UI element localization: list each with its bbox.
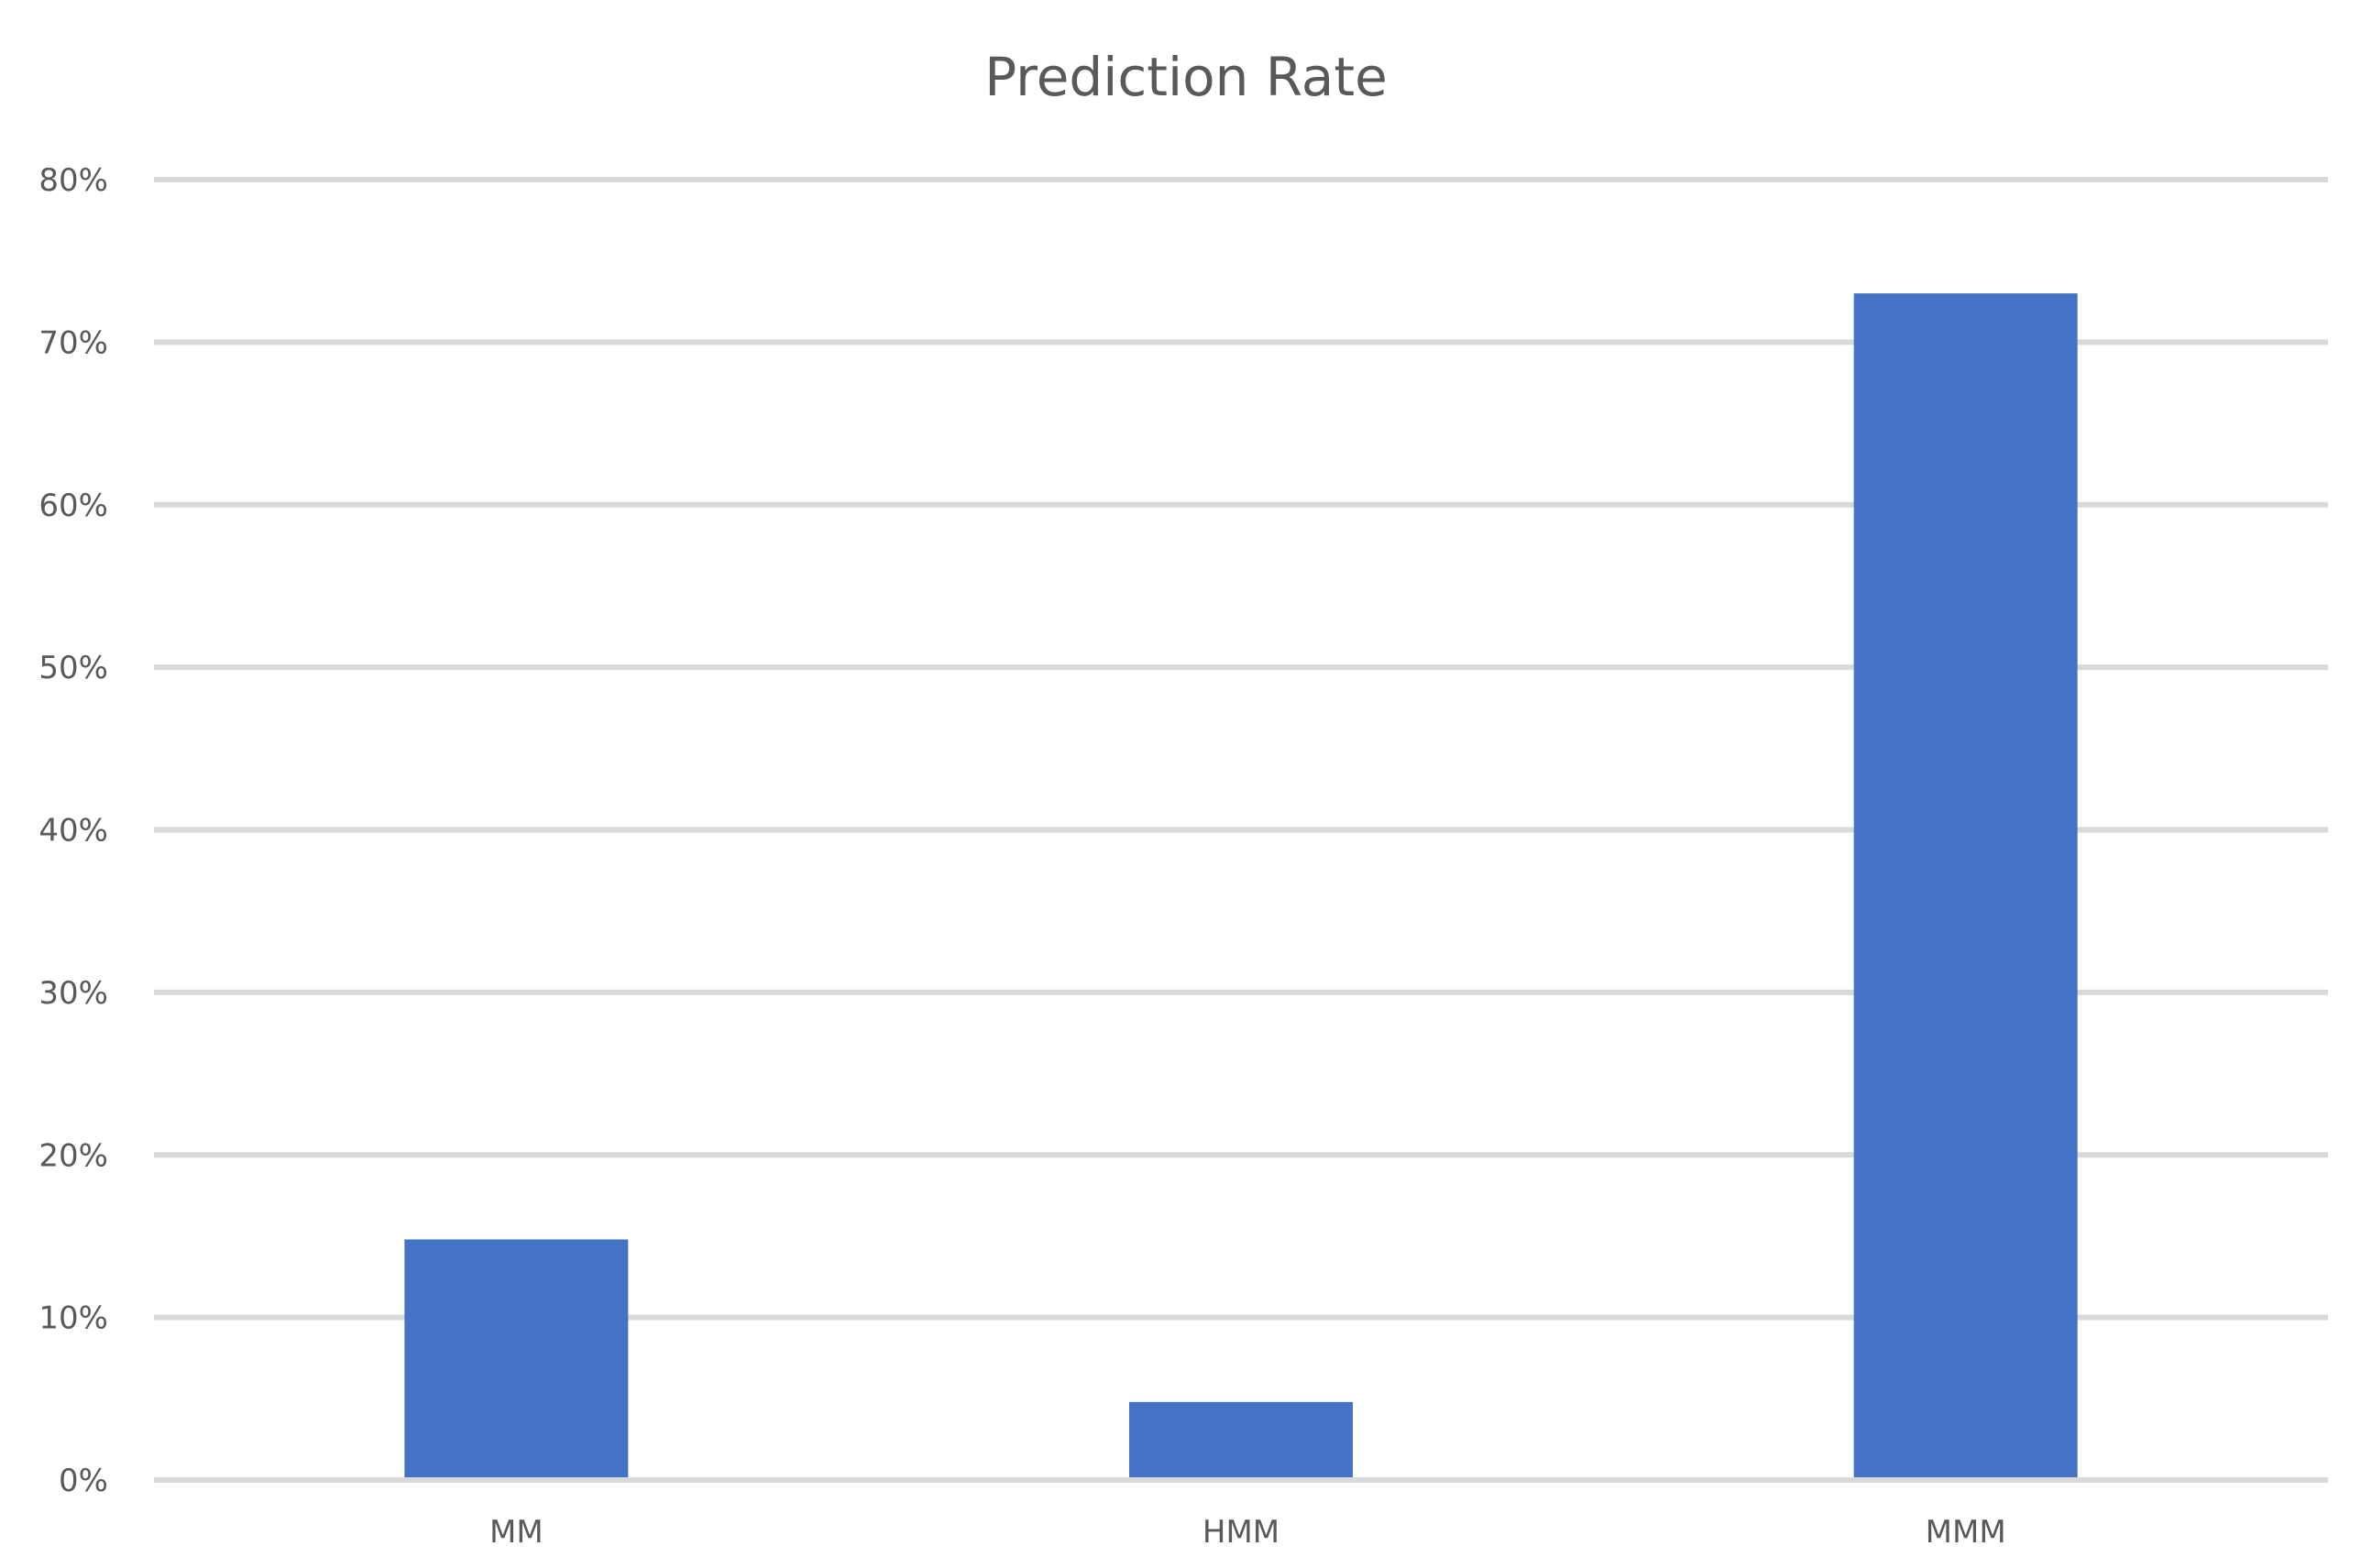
x-tick-label: MM — [489, 1514, 544, 1551]
y-tick-label: 10% — [38, 1300, 108, 1337]
bar-mmm — [1853, 293, 2078, 1478]
bar-hmm — [1129, 1401, 1353, 1477]
y-axis-tick-labels: 0% 10% 20% 30% 40% 50% 60% 70% 80% — [38, 162, 108, 1499]
y-tick-label: 50% — [38, 650, 108, 686]
y-tick-label: 80% — [38, 162, 108, 199]
y-tick-label: 70% — [38, 324, 108, 361]
chart-title: Prediction Rate — [984, 46, 1388, 108]
bars — [404, 293, 2078, 1478]
y-tick-label: 60% — [38, 488, 108, 524]
x-tick-label: MMM — [1926, 1514, 2006, 1551]
bar-mm — [404, 1239, 629, 1477]
x-tick-label: HMM — [1202, 1514, 1279, 1551]
y-tick-label: 40% — [38, 813, 108, 850]
y-tick-label: 20% — [38, 1137, 108, 1174]
x-axis-tick-labels: MM HMM MMM — [489, 1514, 2006, 1551]
y-tick-label: 30% — [38, 975, 108, 1012]
y-tick-label: 0% — [59, 1463, 108, 1499]
